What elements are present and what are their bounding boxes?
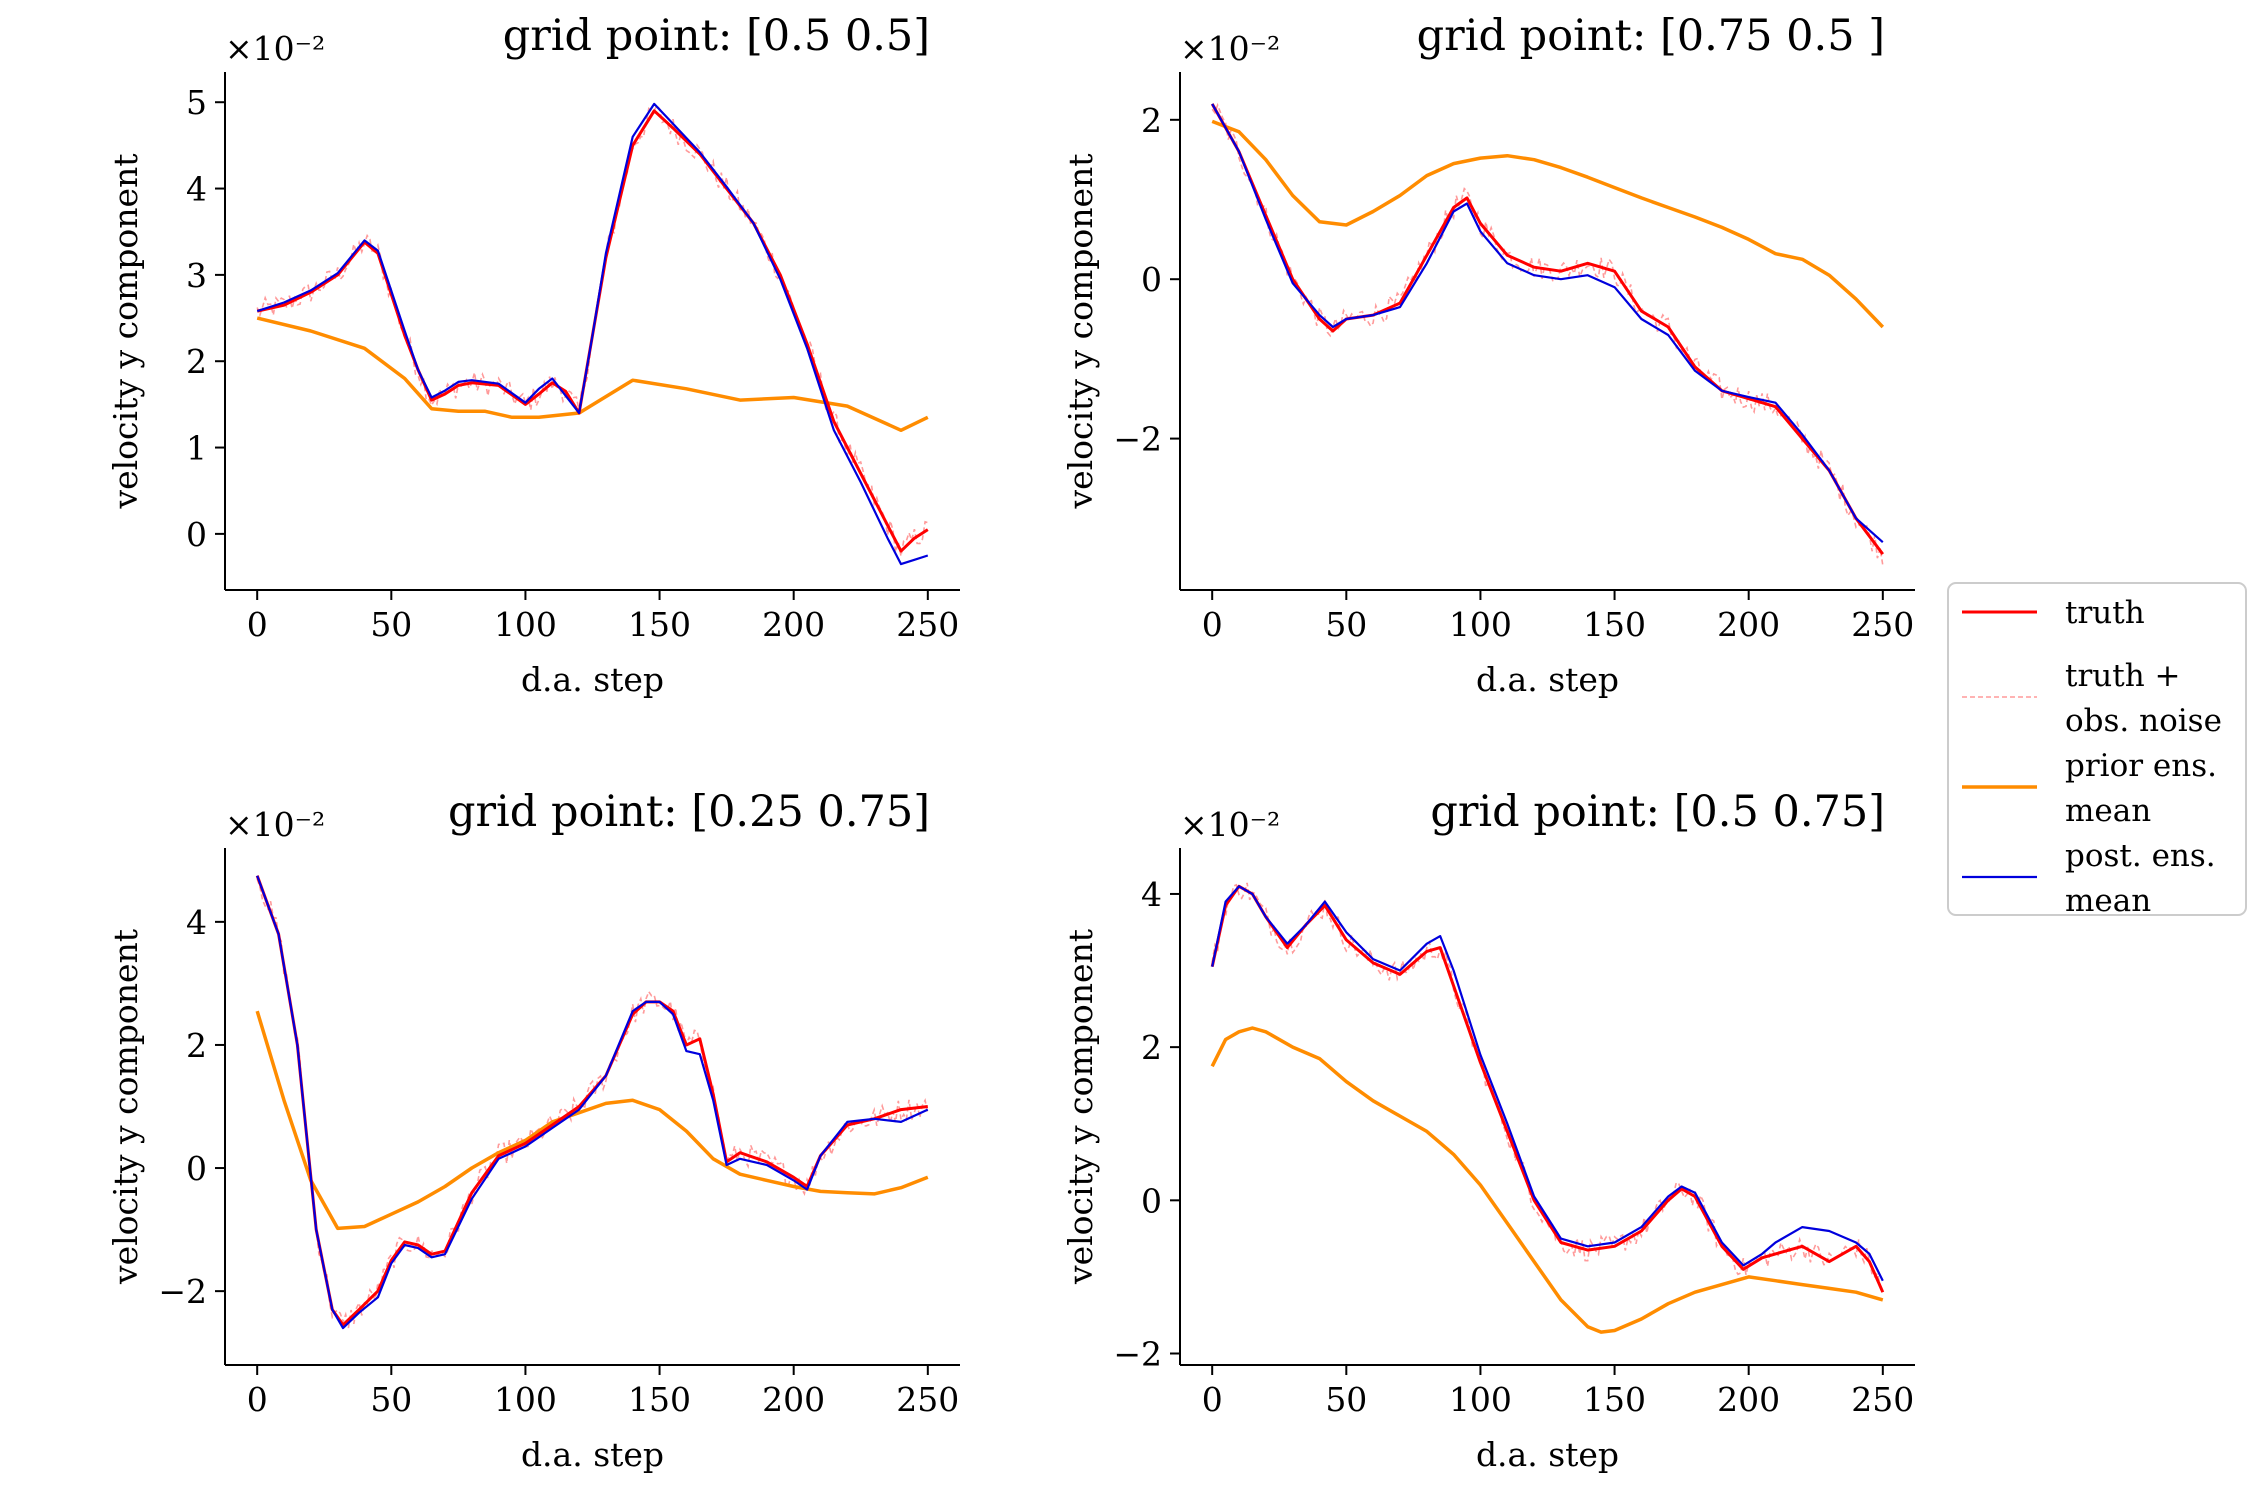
panel-title: grid point: [0.75 0.5 ]: [1417, 11, 1885, 61]
y-tick-label: 2: [1141, 1028, 1162, 1067]
x-axis-label: d.a. step: [1476, 660, 1619, 699]
y-tick-label: 4: [1141, 875, 1162, 914]
series-line-truth-obs-noise: [256, 878, 929, 1329]
y-axis-label: velocity y component: [106, 153, 145, 509]
series-line-truth-obs-noise: [1211, 102, 1884, 566]
y-multiplier-label: ×10⁻²: [1180, 805, 1280, 844]
x-tick-label: 100: [1449, 1380, 1512, 1419]
series-line-truth: [255, 875, 928, 1327]
series-line-post-ens-mean: [1211, 103, 1884, 544]
y-tick-label: 0: [1141, 260, 1162, 299]
series-line-prior-ens-mean: [255, 1010, 929, 1231]
panel-2: 0 50 100 150 200 250 −2 0 2 ×10⁻² grid point: [0.7…: [1061, 11, 1915, 699]
series-line-prior-ens-mean: [1211, 119, 1885, 329]
y-tick-label: 0: [186, 515, 207, 554]
panel-4: 0 50 100 150 200 250 −2 0 2 4 ×10⁻² grid point: [0.…: [1061, 787, 1915, 1474]
x-tick-label: 0: [1202, 605, 1223, 644]
panel-title: grid point: [0.5 0.5]: [503, 11, 930, 61]
series-line-post-ens-mean: [256, 102, 929, 566]
y-tick-label: −2: [158, 1272, 207, 1311]
x-tick-label: 250: [896, 1380, 959, 1419]
x-tick-label: 200: [762, 605, 825, 644]
legend-label-truth: truth: [2065, 595, 2145, 631]
legend-label-post: mean: [2065, 883, 2151, 919]
legend-frame: [1947, 582, 2247, 916]
x-tick-label: 50: [370, 605, 412, 644]
x-tick-label: 150: [628, 1380, 691, 1419]
legend-label-noise: truth +: [2065, 658, 2181, 694]
panel-1: 0 50 100 150 200 250 0 1 2 3 4 5 ×10⁻² grid point: [0…: [106, 11, 960, 699]
panel-title: grid point: [0.5 0.75]: [1430, 787, 1885, 837]
panel-3: 0 50 100 150 200 250 −2 0 2 4 ×10⁻² grid point: [0.…: [106, 787, 960, 1474]
x-tick-label: 150: [1583, 605, 1646, 644]
x-axis-label: d.a. step: [1476, 1435, 1619, 1474]
y-tick-label: 2: [186, 1026, 207, 1065]
series-line-prior-ens-mean: [1210, 1026, 1884, 1334]
y-multiplier-label: ×10⁻²: [1180, 29, 1280, 68]
legend-label-prior: mean: [2065, 793, 2151, 829]
y-tick-label: 2: [1141, 101, 1162, 140]
x-tick-label: 50: [1325, 1380, 1367, 1419]
x-tick-label: 0: [247, 1380, 268, 1419]
series-line-truth: [1210, 884, 1885, 1293]
y-multiplier-label: ×10⁻²: [225, 29, 325, 68]
x-tick-label: 250: [1851, 605, 1914, 644]
x-axis-label: d.a. step: [521, 1435, 664, 1474]
x-tick-label: 50: [370, 1380, 412, 1419]
x-axis-label: d.a. step: [521, 660, 664, 699]
y-tick-label: 2: [186, 342, 207, 381]
y-tick-label: 5: [186, 83, 207, 122]
x-tick-label: 200: [1717, 605, 1780, 644]
x-tick-label: 200: [1717, 1380, 1780, 1419]
y-tick-label: 0: [1141, 1181, 1162, 1220]
x-tick-label: 100: [494, 1380, 557, 1419]
y-multiplier-label: ×10⁻²: [225, 805, 325, 844]
y-axis-label: velocity y component: [106, 929, 145, 1285]
panel-title: grid point: [0.25 0.75]: [448, 787, 930, 837]
series-line-truth-obs-noise: [1211, 882, 1884, 1292]
legend: truth truth + obs. noise prior ens. mean post…: [1947, 582, 2247, 919]
x-tick-label: 250: [1851, 1380, 1914, 1419]
x-tick-label: 50: [1325, 605, 1367, 644]
x-tick-label: 100: [1449, 605, 1512, 644]
y-tick-label: 1: [186, 429, 207, 468]
x-tick-label: 150: [1583, 1380, 1646, 1419]
series-line-post-ens-mean: [256, 875, 929, 1330]
y-axis-label: velocity y component: [1061, 153, 1100, 509]
legend-label-noise: obs. noise: [2065, 703, 2222, 739]
legend-label-post: post. ens.: [2065, 838, 2216, 874]
y-tick-label: 4: [186, 170, 207, 209]
y-tick-label: −2: [1113, 420, 1162, 459]
series-line-post-ens-mean: [1211, 885, 1884, 1282]
x-tick-label: 0: [1202, 1380, 1223, 1419]
y-tick-label: 3: [186, 256, 207, 295]
x-tick-label: 0: [247, 605, 268, 644]
series-line-prior-ens-mean: [256, 316, 929, 433]
x-tick-label: 150: [628, 605, 691, 644]
x-tick-label: 250: [896, 605, 959, 644]
x-tick-label: 200: [762, 1380, 825, 1419]
series-line-truth: [1210, 103, 1885, 555]
y-tick-label: 4: [186, 903, 207, 942]
legend-label-prior: prior ens.: [2065, 748, 2217, 784]
y-tick-label: −2: [1113, 1335, 1162, 1374]
y-tick-label: 0: [186, 1149, 207, 1188]
y-axis-label: velocity y component: [1061, 929, 1100, 1285]
x-tick-label: 100: [494, 605, 557, 644]
